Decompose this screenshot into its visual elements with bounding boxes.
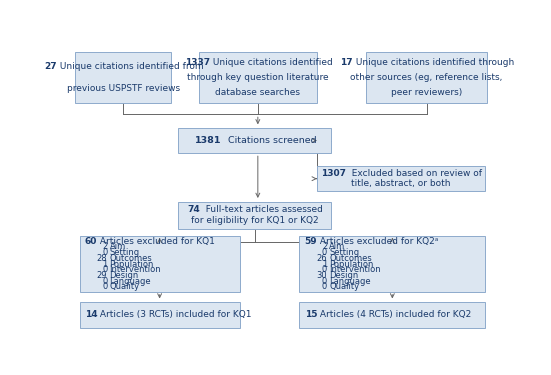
Text: Population: Population [329,260,374,268]
Text: for eligibility for KQ1 or KQ2: for eligibility for KQ1 or KQ2 [191,216,318,225]
Text: 74: 74 [187,205,200,214]
Bar [300,302,485,328]
Text: Quality: Quality [110,282,139,291]
Text: Population: Population [110,260,154,268]
Text: Design: Design [329,271,359,280]
Text: Articles excluded for KQ2ᵃ: Articles excluded for KQ2ᵃ [317,237,439,246]
Text: Intervention: Intervention [329,265,381,274]
Text: Full-text articles assessed: Full-text articles assessed [200,205,323,214]
Text: other sources (eg, reference lists,: other sources (eg, reference lists, [350,73,503,82]
Text: Design: Design [110,271,139,280]
Text: through key question literature: through key question literature [187,73,328,82]
Text: Setting: Setting [110,248,139,257]
Text: 0: 0 [322,265,327,274]
Text: 0: 0 [102,248,107,257]
Text: 60: 60 [85,237,97,246]
Bar [75,52,171,103]
Text: 14: 14 [85,310,98,320]
Text: Aim: Aim [110,243,126,252]
Text: Unique citations identified from: Unique citations identified from [57,63,203,72]
Text: 26: 26 [317,254,327,263]
Text: 0: 0 [322,248,327,257]
Text: 30: 30 [317,271,327,280]
Text: 1337: 1337 [185,58,210,67]
Text: 2: 2 [102,243,107,252]
Text: Unique citations identified: Unique citations identified [210,58,333,67]
Text: 17: 17 [340,58,353,67]
Text: database searches: database searches [215,88,300,97]
Text: 2: 2 [322,243,327,252]
Text: 0: 0 [102,276,107,285]
Text: 1: 1 [102,260,107,268]
Text: previous USPSTF reviews: previous USPSTF reviews [67,84,180,93]
Bar [79,236,240,292]
Text: Aim: Aim [329,243,345,252]
Text: Setting: Setting [329,248,359,257]
Bar [79,302,240,328]
Text: 0: 0 [322,276,327,285]
Text: peer reviewers): peer reviewers) [391,88,462,97]
Bar [178,128,332,153]
Text: 1307: 1307 [321,169,347,178]
Text: Outcomes: Outcomes [329,254,372,263]
Text: Excluded based on review of: Excluded based on review of [347,169,482,178]
Text: Articles (3 RCTs) included for KQ1: Articles (3 RCTs) included for KQ1 [98,310,252,320]
Text: 28: 28 [96,254,107,263]
Text: title, abstract, or both: title, abstract, or both [351,180,451,189]
Text: Citations screened: Citations screened [222,136,316,145]
Bar [300,236,485,292]
Text: 1381: 1381 [195,136,222,145]
Text: 59: 59 [305,237,317,246]
Text: Language: Language [329,276,371,285]
Text: Intervention: Intervention [110,265,161,274]
Text: Unique citations identified through: Unique citations identified through [353,58,514,67]
Text: 0: 0 [102,265,107,274]
Bar [178,201,332,229]
Text: 29: 29 [97,271,107,280]
Text: 0: 0 [322,282,327,291]
Bar [366,52,488,103]
Text: 15: 15 [305,310,317,320]
Text: Quality: Quality [329,282,359,291]
Text: 1: 1 [322,260,327,268]
Text: 27: 27 [44,63,57,72]
Text: Outcomes: Outcomes [110,254,152,263]
Bar [316,166,485,191]
Bar [199,52,317,103]
Text: Articles excluded for KQ1: Articles excluded for KQ1 [97,237,215,246]
Text: Articles (4 RCTs) included for KQ2: Articles (4 RCTs) included for KQ2 [317,310,471,320]
Text: Language: Language [110,276,151,285]
Text: 0: 0 [102,282,107,291]
